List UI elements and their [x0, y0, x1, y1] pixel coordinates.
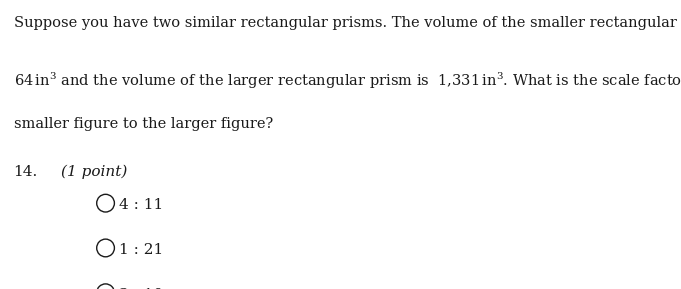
- Text: 4 : 11: 4 : 11: [119, 198, 163, 212]
- Text: 3 : 10: 3 : 10: [119, 288, 163, 289]
- Text: $\mathregular{64\,in^3}$ and the volume of the larger rectangular prism is  $\ma: $\mathregular{64\,in^3}$ and the volume …: [14, 71, 681, 91]
- Text: 1 : 21: 1 : 21: [119, 243, 163, 257]
- Text: smaller figure to the larger figure?: smaller figure to the larger figure?: [14, 117, 273, 131]
- Text: (1 point): (1 point): [61, 165, 127, 179]
- Text: Suppose you have two similar rectangular prisms. The volume of the smaller recta: Suppose you have two similar rectangular…: [14, 16, 681, 30]
- Text: 14.: 14.: [14, 165, 38, 179]
